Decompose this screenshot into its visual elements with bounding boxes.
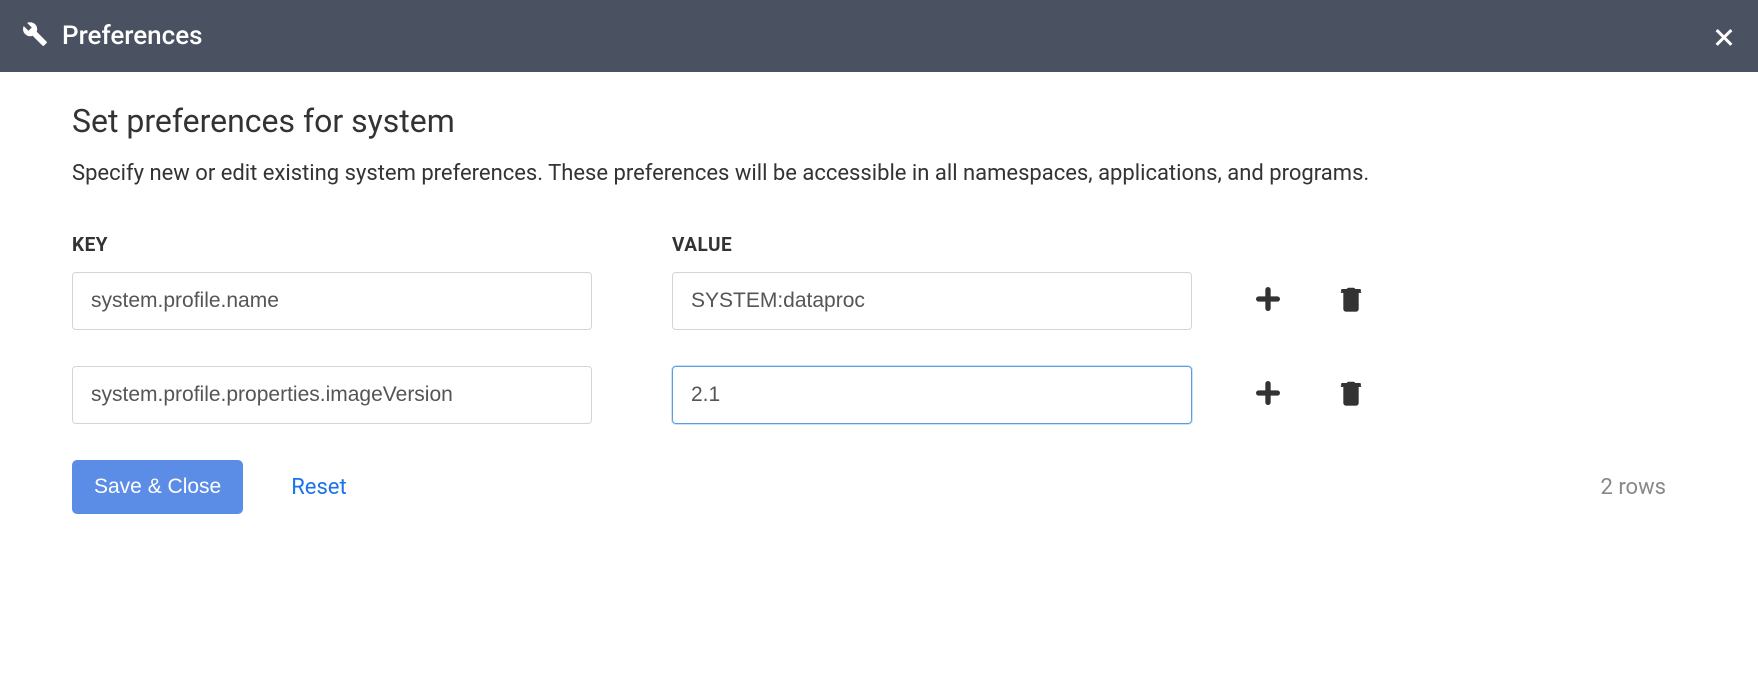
preference-row: [72, 272, 1686, 330]
column-header-key: KEY: [72, 233, 672, 256]
page-description: Specify new or edit existing system pref…: [72, 156, 1472, 191]
dialog-footer: Save & Close Reset 2 rows: [72, 460, 1686, 514]
header-left: Preferences: [22, 21, 203, 51]
plus-icon: [1252, 283, 1284, 319]
row-actions: [1252, 283, 1366, 319]
plus-icon: [1252, 377, 1284, 413]
key-input[interactable]: [72, 366, 592, 424]
add-row-button[interactable]: [1252, 283, 1284, 319]
save-close-button[interactable]: Save & Close: [72, 460, 243, 514]
preferences-table: KEY VALUE Save & Close Reset 2 rows: [72, 233, 1686, 514]
close-button[interactable]: [1712, 24, 1736, 48]
value-input[interactable]: [672, 366, 1192, 424]
trash-icon: [1336, 378, 1366, 412]
page-heading: Set preferences for system: [72, 102, 1686, 140]
trash-icon: [1336, 284, 1366, 318]
close-icon: [1712, 24, 1736, 48]
dialog-header: Preferences: [0, 0, 1758, 72]
wrench-icon: [22, 21, 48, 51]
dialog-content: Set preferences for system Specify new o…: [0, 72, 1758, 514]
table-header: KEY VALUE: [72, 233, 1686, 256]
add-row-button[interactable]: [1252, 377, 1284, 413]
reset-link[interactable]: Reset: [291, 475, 346, 500]
delete-row-button[interactable]: [1336, 284, 1366, 318]
value-input[interactable]: [672, 272, 1192, 330]
row-count-label: 2 rows: [1601, 475, 1687, 500]
preference-row: [72, 366, 1686, 424]
row-actions: [1252, 377, 1366, 413]
column-header-value: VALUE: [672, 233, 1272, 256]
dialog-title: Preferences: [62, 21, 203, 51]
key-input[interactable]: [72, 272, 592, 330]
delete-row-button[interactable]: [1336, 378, 1366, 412]
